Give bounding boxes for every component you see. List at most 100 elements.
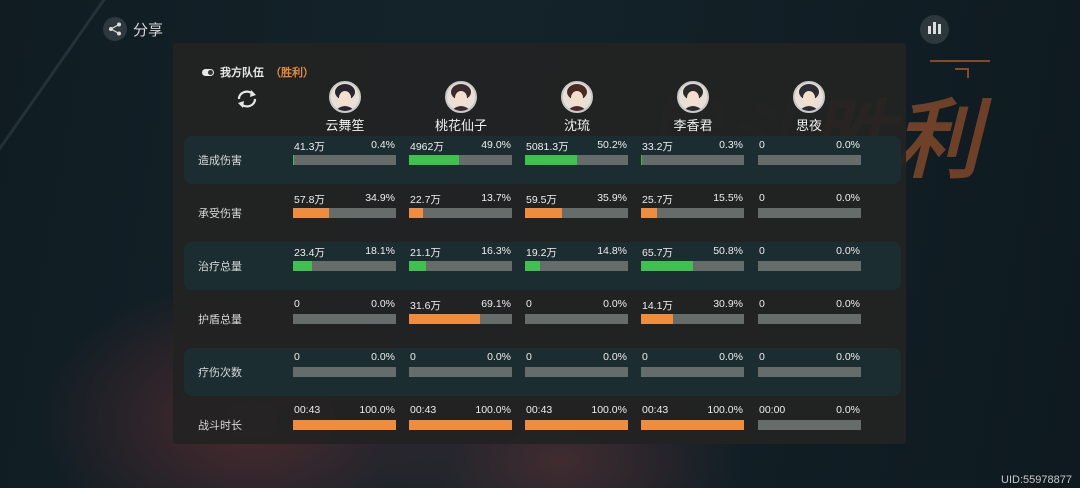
stat-bar-fill xyxy=(293,261,312,271)
stat-value: 31.6万 xyxy=(410,300,441,312)
stat-bar xyxy=(409,155,512,165)
stat-cell: 00:43 100.0% xyxy=(293,404,396,434)
stat-value: 0 xyxy=(410,351,416,363)
stat-value: 0 xyxy=(526,351,532,363)
stat-percent: 16.3% xyxy=(481,245,511,257)
stat-value: 41.3万 xyxy=(294,141,325,153)
stat-value: 00:43 xyxy=(294,404,321,416)
team-name: 我方队伍 xyxy=(220,66,264,79)
character-name: 云舞笙 xyxy=(325,119,365,134)
team-toggle-icon[interactable] xyxy=(202,68,214,76)
stat-cell: 4962万 49.0% xyxy=(409,139,512,169)
stat-percent: 13.7% xyxy=(481,192,511,204)
stat-percent: 100.0% xyxy=(707,404,743,416)
stat-bar xyxy=(641,314,744,324)
stat-bar xyxy=(409,420,512,430)
character-avatar[interactable] xyxy=(677,81,709,113)
stat-cell: 59.5万 35.9% xyxy=(525,192,628,222)
stat-label: 护盾总量 xyxy=(198,313,242,326)
character-avatar[interactable] xyxy=(329,81,361,113)
stat-bar xyxy=(293,208,396,218)
stat-bar-fill xyxy=(409,155,460,165)
stat-bar-fill xyxy=(409,314,481,324)
stat-value: 0 xyxy=(294,351,300,363)
stat-bar xyxy=(293,261,396,271)
stat-percent: 49.0% xyxy=(481,139,511,151)
stat-bar xyxy=(641,420,744,430)
stat-percent: 0.3% xyxy=(719,139,743,151)
stat-value: 0 xyxy=(294,298,300,310)
stat-bar-fill xyxy=(409,208,424,218)
stat-label: 疗伤次数 xyxy=(198,366,242,379)
switch-team-button[interactable] xyxy=(234,89,260,113)
stat-cell: 00:00 0.0% xyxy=(758,404,861,434)
stat-cell: 0 0.0% xyxy=(293,351,396,381)
stat-cell: 25.7万 15.5% xyxy=(641,192,744,222)
character-avatar[interactable] xyxy=(793,81,825,113)
stat-value: 5081.3万 xyxy=(526,141,569,153)
stat-cell: 0 0.0% xyxy=(758,351,861,381)
stat-cell: 19.2万 14.8% xyxy=(525,245,628,275)
stat-row: 疗伤次数 0 0.0% 0 0.0% 0 0.0% 0 0.0% 0 0.0% xyxy=(184,348,901,396)
stat-bar-fill xyxy=(293,420,396,430)
character-column-header: 桃花仙子 xyxy=(406,81,516,134)
stat-cell: 5081.3万 50.2% xyxy=(525,139,628,169)
stat-cell: 21.1万 16.3% xyxy=(409,245,512,275)
statistics-button[interactable] xyxy=(920,15,949,44)
character-avatar[interactable] xyxy=(445,81,477,113)
share-button[interactable]: 分享 xyxy=(103,17,163,41)
share-label: 分享 xyxy=(133,20,164,39)
stat-percent: 0.0% xyxy=(603,351,627,363)
stat-percent: 0.0% xyxy=(836,351,860,363)
stat-cell: 23.4万 18.1% xyxy=(293,245,396,275)
stat-percent: 0.0% xyxy=(836,298,860,310)
stat-bar-fill xyxy=(525,208,562,218)
stat-bar xyxy=(525,208,628,218)
stat-bar xyxy=(641,208,744,218)
stat-row: 战斗时长 00:43 100.0% 00:43 100.0% 00:43 100.0% 00:… xyxy=(184,401,901,449)
stat-cell: 0 0.0% xyxy=(758,245,861,275)
battle-result: （胜利） xyxy=(270,66,314,79)
stat-bar xyxy=(758,208,861,218)
stat-cell: 22.7万 13.7% xyxy=(409,192,512,222)
stat-cell: 0 0.0% xyxy=(525,298,628,328)
character-avatar[interactable] xyxy=(561,81,593,113)
stat-bar xyxy=(409,208,512,218)
stat-value: 19.2万 xyxy=(526,247,557,259)
battle-stats-panel: 我方队伍 （胜利） 云舞笙 桃花仙子 沈琉 李香君 思夜 造成伤害 41.3万 0.4% 49… xyxy=(173,43,906,444)
character-name: 思夜 xyxy=(795,119,822,134)
stat-bar xyxy=(525,420,628,430)
stat-bar xyxy=(758,155,861,165)
character-column-header: 李香君 xyxy=(638,81,748,134)
stat-value: 00:43 xyxy=(410,404,437,416)
user-id: UID:55978877 xyxy=(1001,474,1072,486)
team-header: 我方队伍 （胜利） xyxy=(202,64,314,80)
stat-percent: 0.0% xyxy=(719,351,743,363)
stat-value: 4962万 xyxy=(410,141,444,153)
stat-row: 护盾总量 0 0.0% 31.6万 69.1% 0 0.0% 14.1万 30.9% 0 0.0% xyxy=(184,295,901,343)
character-column-header: 思夜 xyxy=(754,81,864,134)
stat-percent: 50.2% xyxy=(597,139,627,151)
stat-value: 14.1万 xyxy=(642,300,673,312)
stat-bar xyxy=(758,314,861,324)
stat-value: 23.4万 xyxy=(294,247,325,259)
stat-bar xyxy=(293,420,396,430)
stat-value: 0 xyxy=(759,192,765,204)
stat-cell: 31.6万 69.1% xyxy=(409,298,512,328)
stat-row: 承受伤害 57.8万 34.9% 22.7万 13.7% 59.5万 35.9% 25.7万 1… xyxy=(184,189,901,237)
stat-cell: 0 0.0% xyxy=(758,298,861,328)
stat-cell: 00:43 100.0% xyxy=(641,404,744,434)
stat-bar xyxy=(409,314,512,324)
stat-bar-fill xyxy=(525,261,541,271)
stat-bar-fill xyxy=(525,420,628,430)
decorative-slash xyxy=(0,0,133,306)
stat-bar xyxy=(525,367,628,377)
stat-value: 00:43 xyxy=(642,404,669,416)
stat-value: 0 xyxy=(759,139,765,151)
stat-bar xyxy=(641,261,744,271)
stat-percent: 15.5% xyxy=(713,192,743,204)
stat-cell: 00:43 100.0% xyxy=(409,404,512,434)
stat-label: 战斗时长 xyxy=(198,419,242,432)
character-name: 李香君 xyxy=(673,119,713,134)
stat-percent: 50.8% xyxy=(713,245,743,257)
